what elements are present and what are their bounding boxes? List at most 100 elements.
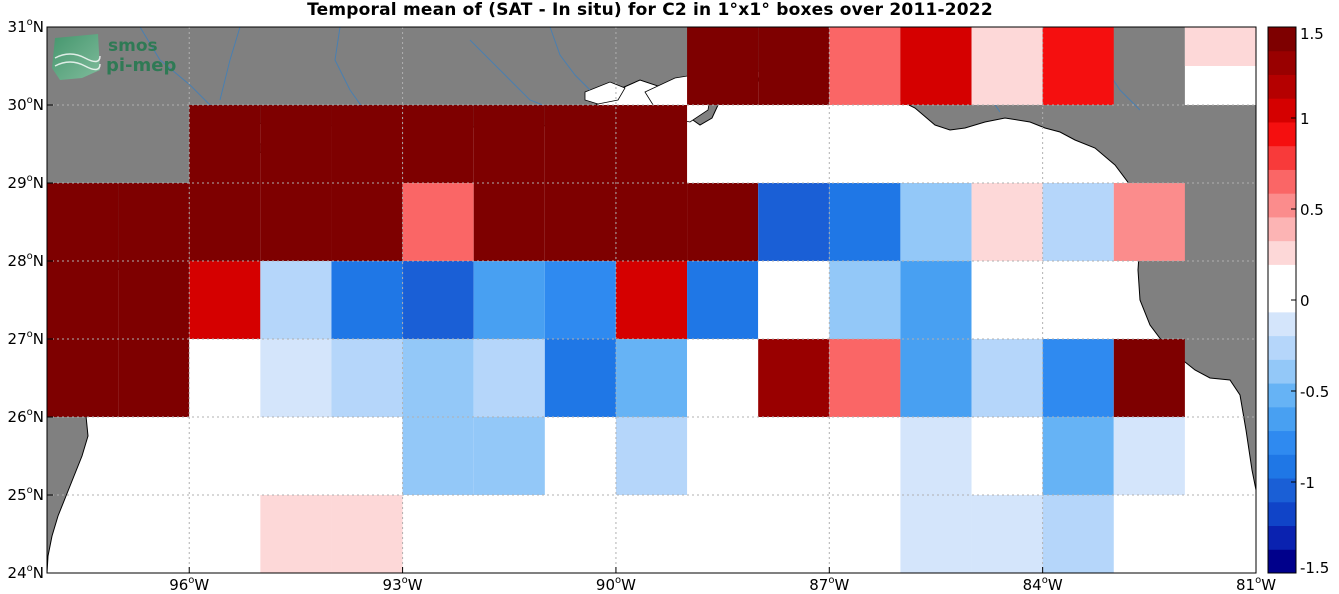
colorbar-swatch xyxy=(1268,311,1296,337)
colorbar-swatch xyxy=(1268,335,1296,360)
data-cell xyxy=(473,105,545,183)
data-cell xyxy=(687,27,759,105)
river-brazos xyxy=(219,27,241,101)
lon-tick-label: 81oW xyxy=(1236,575,1276,594)
colorbar-tick-labels: -1.5 -1 -0.5 0 0.5 1 1.5 xyxy=(1291,25,1329,577)
data-cell xyxy=(189,105,261,183)
colorbar-tick-label: -1 xyxy=(1300,474,1315,492)
data-cell xyxy=(118,183,190,261)
lon-tick-label: 84oW xyxy=(1023,575,1063,594)
colorbar-swatch xyxy=(1268,501,1296,527)
data-cell xyxy=(829,339,901,417)
data-cell xyxy=(260,261,332,339)
colorbar-swatch xyxy=(1268,50,1296,75)
data-cell xyxy=(189,339,261,417)
data-cell xyxy=(402,183,474,261)
data-cell xyxy=(971,339,1043,417)
colorbar-swatch xyxy=(1268,383,1296,408)
colorbar-tick-label: -0.5 xyxy=(1300,383,1329,401)
data-cell xyxy=(331,495,403,573)
data-cell xyxy=(1042,27,1114,105)
data-cell xyxy=(971,261,1043,339)
data-cell xyxy=(260,339,332,417)
data-cell xyxy=(1113,339,1185,417)
data-cell xyxy=(1042,495,1114,573)
colorbar-swatch xyxy=(1268,216,1296,242)
data-cell xyxy=(615,417,688,495)
colorbar-swatch xyxy=(1268,193,1296,218)
latitude-tick-labels: 24oN 25oN 26oN 27oN 28oN 29oN 30oN 31oN xyxy=(8,17,53,582)
river-sabine xyxy=(334,27,371,119)
data-cell xyxy=(900,27,972,105)
data-cell xyxy=(402,261,474,339)
data-cell xyxy=(615,339,688,417)
data-cell xyxy=(473,261,545,339)
data-cell xyxy=(900,417,972,495)
grid-lines xyxy=(47,27,1256,573)
colorbar-swatch xyxy=(1268,121,1296,147)
data-cell xyxy=(189,183,261,261)
colorbar xyxy=(1267,26,1297,574)
colorbar-swatch xyxy=(1268,525,1296,550)
data-cell xyxy=(260,495,332,573)
colorbar-tick-label: 0 xyxy=(1300,292,1310,310)
lon-tick-label: 90oW xyxy=(596,575,636,594)
data-cell xyxy=(331,261,403,339)
data-cell xyxy=(829,495,901,573)
colorbar-tick-label: 0.5 xyxy=(1300,201,1324,219)
data-cell xyxy=(331,183,403,261)
lon-tick-label: 87oW xyxy=(809,575,849,594)
lat-tick-label: 30oN xyxy=(8,95,44,114)
plot-frame xyxy=(46,26,1257,574)
lon-tick-label: 96oW xyxy=(169,575,209,594)
data-cell xyxy=(758,183,830,261)
logo-line1: smos xyxy=(108,36,158,56)
data-cell xyxy=(758,27,830,105)
colorbar-swatch xyxy=(1268,359,1296,384)
logo-line2: pi-mep xyxy=(106,55,176,76)
data-cell xyxy=(1113,183,1185,261)
logo-wave-icon xyxy=(54,53,101,71)
data-cell xyxy=(260,105,332,183)
lat-tick-label: 24oN xyxy=(8,563,44,582)
data-cell xyxy=(544,183,616,261)
data-cell xyxy=(544,261,616,339)
colorbar-swatch xyxy=(1268,406,1296,432)
data-cell xyxy=(402,339,474,417)
lat-tick-label: 29oN xyxy=(8,173,44,192)
lat-tick-label: 31oN xyxy=(8,17,44,36)
data-cell xyxy=(971,495,1043,573)
data-cell xyxy=(331,339,403,417)
data-cell xyxy=(615,261,688,339)
data-cell xyxy=(1113,417,1185,495)
data-cell xyxy=(1184,27,1256,66)
lat-tick-label: 25oN xyxy=(8,485,44,504)
data-cell xyxy=(473,417,545,495)
data-cell xyxy=(900,495,972,573)
data-cell xyxy=(971,183,1043,261)
map-title: Temporal mean of (SAT - In situ) for C2 … xyxy=(307,0,993,20)
data-cell xyxy=(189,261,261,339)
data-cell xyxy=(615,105,688,183)
lake-pontchartrain xyxy=(584,81,626,105)
logo-mark-icon xyxy=(52,34,100,80)
data-cell xyxy=(47,339,119,417)
data-cell xyxy=(900,339,972,417)
colorbar-tick-label: 1 xyxy=(1300,110,1310,128)
colorbar-swatch xyxy=(1268,145,1296,170)
colorbar-swatch xyxy=(1268,549,1296,574)
longitude-tick-labels: 96oW 93oW 90oW 87oW 84oW 81oW xyxy=(169,567,1276,594)
lon-tick-label: 93oW xyxy=(383,575,423,594)
colorbar-swatch xyxy=(1268,240,1296,265)
data-cell xyxy=(260,183,332,261)
data-cell xyxy=(971,27,1043,105)
data-cell xyxy=(687,339,759,417)
data-cell xyxy=(473,339,545,417)
data-cell xyxy=(544,105,616,183)
smos-pi-mep-logo: smos pi-mep xyxy=(52,34,176,80)
colorbar-tick-label: 1.5 xyxy=(1300,25,1324,43)
colorbar-swatch xyxy=(1268,27,1296,52)
data-cell xyxy=(402,105,474,183)
data-cell xyxy=(758,261,830,339)
